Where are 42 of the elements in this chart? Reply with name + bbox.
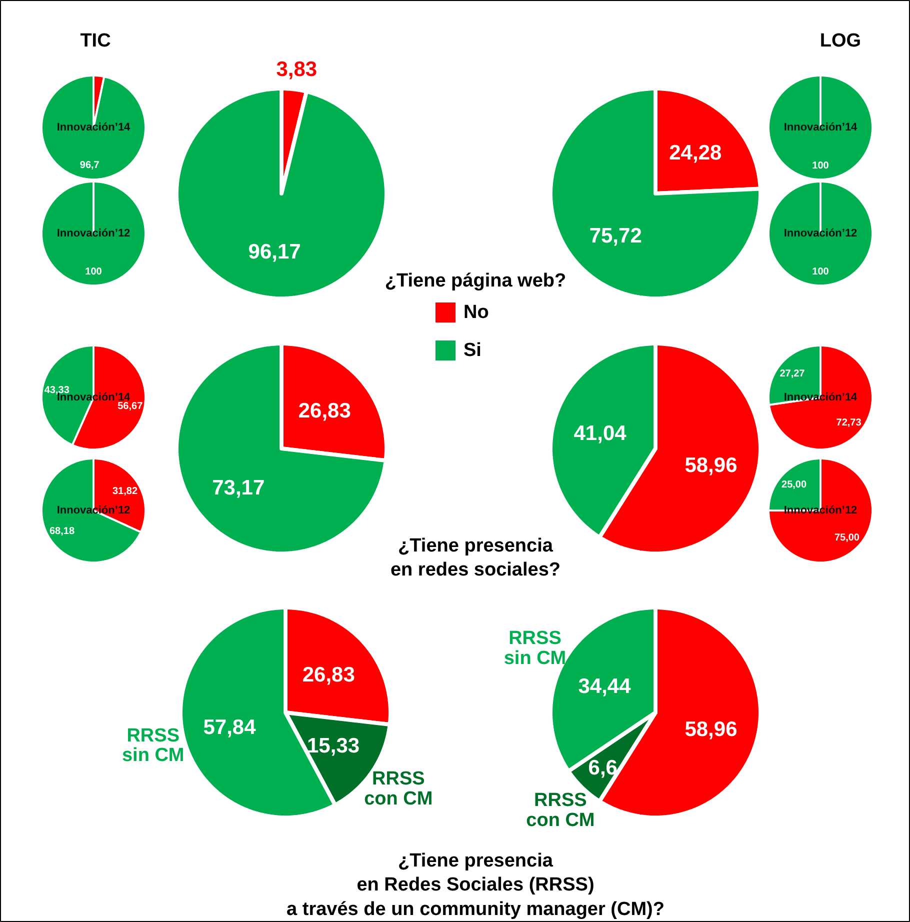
- text: Innovación’14: [784, 122, 858, 134]
- data-label: 15,33: [307, 734, 360, 758]
- text: Innovación’12: [56, 228, 130, 240]
- data-label: 31,82: [112, 486, 138, 497]
- data-label: 75,72: [589, 224, 642, 248]
- text: Innovación’14: [56, 122, 132, 134]
- data-label: 58,96: [684, 718, 738, 742]
- data-label: 34,44: [578, 674, 632, 698]
- text: ¿Tiene presencia en redes sociales?: [390, 536, 561, 581]
- text: Innovación’12: [56, 504, 130, 516]
- data-label: 57,84: [203, 716, 256, 740]
- data-label: 41,04: [574, 422, 627, 445]
- text: LOG: [820, 30, 862, 52]
- data-label: 6,6: [588, 756, 618, 780]
- data-label: 58,96: [684, 454, 738, 478]
- data-label: 73,17: [212, 476, 265, 500]
- slice-label: RRSS con CM: [364, 768, 433, 810]
- data-label: 100: [85, 266, 102, 278]
- slice-label: RRSS sin CM: [122, 725, 184, 766]
- data-label: 100: [812, 160, 830, 172]
- slice-label: RRSS con CM: [526, 790, 595, 831]
- data-label: 27,27: [780, 368, 806, 380]
- data-label: 100: [812, 266, 830, 278]
- data-label: 75,00: [834, 532, 860, 544]
- data-label: 24,28: [669, 141, 722, 164]
- text: ¿Tiene presencia en Redes Sociales (RRSS) a través de un community manager (CM)?: [286, 850, 664, 920]
- legend-label: Si: [464, 340, 482, 361]
- text: ¿Tiene página web?: [384, 270, 566, 292]
- text: TIC: [80, 30, 112, 52]
- data-label: 72,73: [836, 418, 862, 429]
- text: Innovación’12: [784, 504, 858, 516]
- data-label: 26,83: [302, 664, 355, 687]
- data-label: 25,00: [782, 480, 807, 491]
- data-label: 26,83: [298, 400, 351, 423]
- data-label: 68,18: [49, 526, 75, 538]
- data-label: 96,17: [248, 240, 301, 264]
- data-label: 56,67: [118, 400, 144, 412]
- data-label: 96,7: [80, 160, 100, 172]
- slice-label: RRSS sin CM: [504, 628, 566, 669]
- text: Innovación’12: [784, 228, 858, 240]
- legend-label: No: [464, 302, 489, 323]
- data-label: 3,83: [276, 58, 318, 81]
